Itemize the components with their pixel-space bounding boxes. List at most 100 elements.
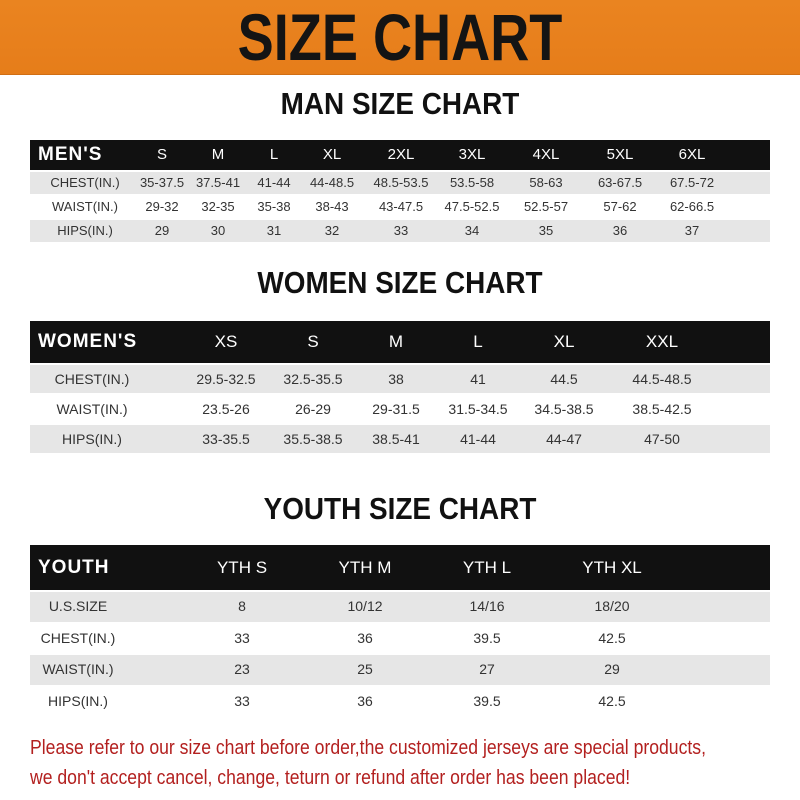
size-column-header: YTH S — [216, 558, 268, 577]
size-column-header: S — [307, 332, 319, 351]
table-cell: 39.5 — [473, 629, 501, 646]
table-cell: 29-31.5 — [372, 401, 420, 417]
table-cell: 43-47.5 — [378, 199, 424, 214]
table-cell: 29 — [154, 223, 170, 238]
size-column-header: 2XL — [387, 146, 415, 163]
table-cell: 33 — [234, 629, 250, 646]
row-label: HIPS(IN.) — [57, 223, 113, 238]
notice-line-1: Please refer to our size chart before or… — [30, 737, 706, 759]
table-header-row: MEN'S S M L XL 2XL 3XL 4XL 5XL 6XL — [30, 140, 770, 170]
table-cell: 52.5-57 — [523, 199, 569, 214]
youth-section-title: YOUTH SIZE CHART — [263, 491, 537, 526]
table-cell: 47-50 — [644, 431, 680, 447]
table-cell: 41 — [470, 371, 486, 387]
size-chart-banner: SIZE CHART — [0, 0, 800, 75]
table-cell: 41-44 — [460, 431, 496, 447]
table-cell: 47.5-52.5 — [444, 199, 500, 214]
table-cell: 57-62 — [603, 199, 637, 214]
table-cell: 31 — [266, 223, 282, 238]
table-cell: 48.5-53.5 — [373, 175, 429, 190]
table-cell: 23.5-26 — [202, 401, 250, 417]
size-column-header: YTH M — [338, 558, 392, 577]
women-section-title: WOMEN SIZE CHART — [257, 265, 543, 300]
size-column-header: XL — [553, 332, 575, 351]
table-cell: 36 — [357, 692, 373, 709]
size-column-header: S — [156, 146, 168, 163]
table-cell: 33-35.5 — [202, 431, 250, 447]
size-column-header: 3XL — [458, 146, 486, 163]
table-header-label: MEN'S — [38, 144, 103, 165]
table-cell: 34 — [464, 223, 480, 238]
table-cell: 33 — [234, 692, 250, 709]
table-cell: 37.5-41 — [195, 175, 241, 190]
men-section-title: MAN SIZE CHART — [280, 86, 520, 121]
table-cell: 36 — [612, 223, 628, 238]
table-cell: 38 — [388, 371, 404, 387]
size-column-header: XS — [214, 332, 238, 351]
table-cell: 33 — [393, 223, 409, 238]
row-label: CHEST(IN.) — [40, 629, 116, 646]
notice-line-2: we don't accept cancel, change, teturn o… — [30, 767, 631, 789]
table-row: CHEST(IN.) 33 36 39.5 42.5 — [30, 624, 770, 654]
table-cell: 63-67.5 — [597, 175, 643, 190]
table-cell: 29-32 — [145, 199, 179, 214]
table-cell: 41-44 — [257, 175, 291, 190]
row-label: HIPS(IN.) — [48, 692, 108, 709]
table-header-row: YOUTH YTH S YTH M YTH L YTH XL — [30, 545, 770, 590]
table-cell: 36 — [357, 629, 373, 646]
banner-title: SIZE CHART — [237, 0, 563, 74]
row-label: HIPS(IN.) — [62, 431, 122, 447]
table-row: CHEST(IN.) 35-37.5 37.5-41 41-44 44-48.5 48.5… — [30, 172, 770, 194]
row-label: WAIST(IN.) — [52, 199, 118, 214]
size-column-header: L — [269, 146, 279, 163]
table-cell: 25 — [357, 661, 373, 677]
table-cell: 38.5-41 — [372, 431, 420, 447]
size-column-header: YTH XL — [582, 558, 642, 577]
table-cell: 37 — [684, 223, 700, 238]
table-cell: 35.5-38.5 — [283, 431, 343, 447]
table-header-row: WOMEN'S XS S M L XL XXL — [30, 321, 770, 363]
table-cell: 44-47 — [546, 431, 582, 447]
table-cell: 53.5-58 — [449, 175, 495, 190]
table-cell: 30 — [210, 223, 226, 238]
table-cell: 38-43 — [315, 199, 349, 214]
size-column-header: L — [473, 332, 483, 351]
size-column-header: 4XL — [532, 146, 560, 163]
table-cell: 23 — [234, 661, 250, 677]
table-cell: 38.5-42.5 — [632, 401, 692, 417]
table-cell: 58-63 — [529, 175, 563, 190]
row-label: U.S.SIZE — [48, 598, 108, 614]
row-label: WAIST(IN.) — [42, 661, 114, 677]
row-label: WAIST(IN.) — [56, 401, 128, 417]
table-header-label: WOMEN'S — [38, 331, 138, 352]
table-row: HIPS(IN.) 33-35.5 35.5-38.5 38.5-41 41-44 44-… — [30, 425, 770, 453]
table-row: CHEST(IN.) 29.5-32.5 32.5-35.5 38 41 44.5 44.5… — [30, 365, 770, 393]
table-cell: 67.5-72 — [669, 175, 715, 190]
table-cell: 35 — [538, 223, 554, 238]
table-row: HIPS(IN.) 29 30 31 32 33 34 35 36 37 — [30, 220, 770, 242]
table-cell: 32.5-35.5 — [283, 371, 343, 387]
table-cell: 39.5 — [473, 692, 501, 709]
row-label: CHEST(IN.) — [50, 175, 120, 190]
table-cell: 14/16 — [469, 598, 505, 614]
table-cell: 42.5 — [598, 692, 626, 709]
table-cell: 10/12 — [347, 598, 383, 614]
table-cell: 44.5-48.5 — [632, 371, 692, 387]
table-cell: 32-35 — [201, 199, 235, 214]
table-row: HIPS(IN.) 33 36 39.5 42.5 — [30, 687, 770, 717]
table-row: U.S.SIZE 8 10/12 14/16 18/20 — [30, 592, 770, 622]
table-cell: 35-38 — [257, 199, 291, 214]
table-cell: 18/20 — [594, 598, 630, 614]
table-row: WAIST(IN.) 29-32 32-35 35-38 38-43 43-47.5 47.… — [30, 196, 770, 218]
size-column-header: YTH L — [462, 558, 512, 577]
table-cell: 32 — [324, 223, 340, 238]
table-cell: 8 — [238, 598, 246, 614]
size-column-header: M — [211, 146, 225, 163]
table-row: WAIST(IN.) 23.5-26 26-29 29-31.5 31.5-34.5 34… — [30, 395, 770, 423]
table-cell: 62-66.5 — [669, 199, 715, 214]
table-cell: 31.5-34.5 — [448, 401, 508, 417]
table-cell: 26-29 — [295, 401, 331, 417]
table-cell: 27 — [479, 661, 495, 677]
table-cell: 42.5 — [598, 629, 626, 646]
table-row: WAIST(IN.) 23 25 27 29 — [30, 655, 770, 685]
